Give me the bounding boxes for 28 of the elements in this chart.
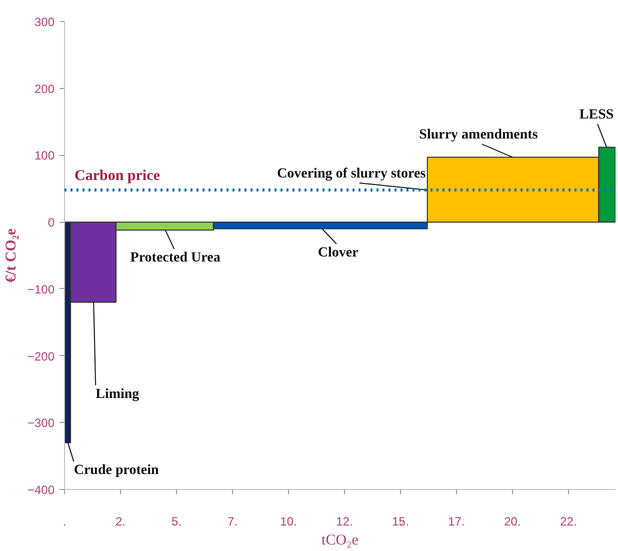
ref-line-label: Carbon price	[74, 168, 160, 184]
x-tick-label: 17.	[448, 514, 465, 528]
y-tick-label: 300	[34, 15, 55, 29]
y-tick-label: −100	[27, 282, 55, 296]
x-tick-label: 10.	[280, 514, 297, 528]
y-tick-label: 200	[34, 82, 55, 96]
x-tick-label: 12.	[336, 514, 353, 528]
x-tick-label: 2.	[115, 514, 126, 528]
y-tick-label: −300	[27, 416, 55, 430]
x-tick-label: 5.	[171, 514, 182, 528]
annotation: Covering of slurry stores	[277, 166, 426, 182]
y-tick-label: −200	[27, 349, 55, 364]
x-tick-label: 22.	[560, 514, 577, 528]
annotation: Liming	[96, 386, 140, 402]
x-tick-label: 15.	[392, 514, 409, 528]
annotation: LESS	[579, 108, 614, 123]
x-tick-label: .	[62, 514, 66, 528]
y-axis-title: €/t CO₂e	[3, 228, 20, 283]
y-tick-label: −400	[27, 483, 55, 497]
annotation: Clover	[318, 245, 358, 260]
annotation: Crude protein	[74, 463, 159, 478]
y-tick-label: 100	[34, 148, 55, 163]
x-tick-label: 20.	[504, 514, 521, 528]
annotation: Protected Urea	[130, 250, 220, 266]
annotation: Slurry amendments	[419, 128, 538, 143]
y-tick-label: 0	[48, 216, 55, 230]
x-tick-label: 7.	[227, 514, 238, 528]
x-axis-title: tCO₂e	[322, 532, 359, 548]
